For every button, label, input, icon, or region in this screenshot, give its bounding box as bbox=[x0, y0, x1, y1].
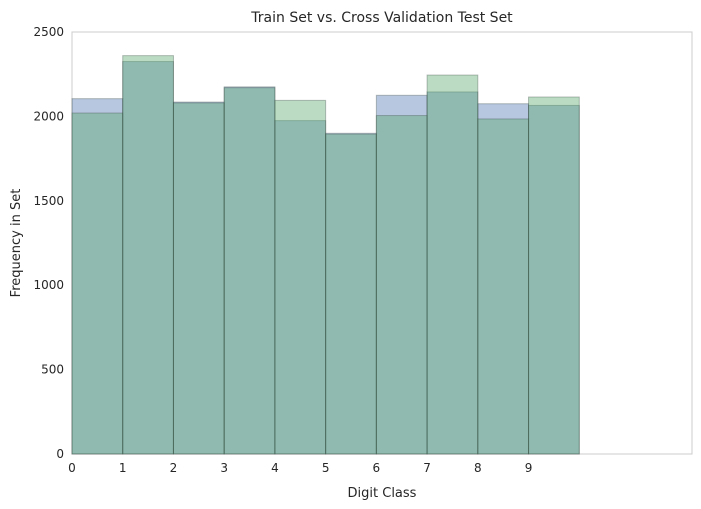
x-tick-label: 0 bbox=[68, 461, 76, 475]
y-tick-label: 1000 bbox=[33, 278, 64, 292]
chart-title: Train Set vs. Cross Validation Test Set bbox=[250, 10, 513, 26]
y-tick-label: 2000 bbox=[33, 109, 64, 123]
x-tick-label: 7 bbox=[423, 461, 431, 475]
y-tick-label: 1500 bbox=[33, 194, 64, 208]
y-ticks: 0 500 1000 1500 2000 2500 bbox=[33, 25, 64, 461]
bar-6 bbox=[375, 115, 428, 455]
bar-5 bbox=[325, 132, 377, 455]
bar-6 bbox=[375, 94, 428, 455]
bar-2 bbox=[172, 102, 225, 455]
y-axis-label: Frequency in Set bbox=[9, 189, 24, 298]
y-tick-label: 0 bbox=[56, 447, 64, 461]
x-tick-label: 2 bbox=[170, 461, 178, 475]
x-tick-label: 1 bbox=[119, 461, 127, 475]
x-tick-label: 8 bbox=[474, 461, 482, 475]
bar-8 bbox=[477, 118, 530, 455]
bars-layer bbox=[71, 55, 580, 455]
bar-3 bbox=[223, 86, 276, 455]
bar-5 bbox=[325, 133, 377, 455]
bar-3 bbox=[223, 87, 276, 455]
bar-7 bbox=[426, 74, 479, 455]
bar-9 bbox=[528, 104, 580, 455]
x-tick-label: 4 bbox=[271, 461, 279, 475]
series-1 bbox=[71, 55, 580, 455]
y-tick-label: 2500 bbox=[33, 25, 64, 39]
bar-1 bbox=[122, 55, 174, 455]
x-tick-label: 5 bbox=[322, 461, 330, 475]
series-0 bbox=[71, 61, 580, 455]
bar-9 bbox=[528, 96, 580, 455]
y-tick-label: 500 bbox=[41, 363, 64, 377]
bar-2 bbox=[172, 101, 225, 455]
bar-7 bbox=[426, 91, 479, 455]
x-ticks: 0 1 2 3 4 5 6 7 8 9 bbox=[68, 461, 532, 475]
bar-1 bbox=[122, 61, 174, 455]
x-axis-label: Digit Class bbox=[348, 486, 417, 501]
bar-0 bbox=[71, 98, 124, 455]
x-tick-label: 6 bbox=[373, 461, 381, 475]
plot-area bbox=[71, 31, 693, 455]
bar-8 bbox=[477, 103, 530, 455]
bar-4 bbox=[274, 99, 327, 455]
x-tick-label: 9 bbox=[525, 461, 533, 475]
x-tick-label: 3 bbox=[220, 461, 228, 475]
bar-4 bbox=[274, 120, 327, 455]
bar-0 bbox=[71, 112, 124, 455]
